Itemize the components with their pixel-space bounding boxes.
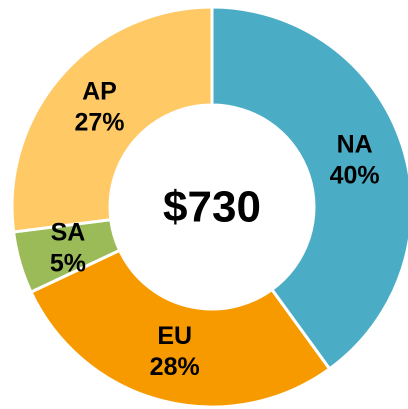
slice-name: EU (157, 322, 192, 350)
slice-name: SA (51, 218, 86, 246)
slice-value-label: 28% (150, 353, 200, 381)
slice-name: NA (337, 130, 373, 158)
slice-value-label: 27% (74, 108, 124, 136)
slice (29, 248, 332, 409)
slice (210, 5, 408, 371)
center-label: $730 (163, 183, 261, 232)
slice (11, 218, 122, 295)
slice-value-label: 5% (50, 249, 86, 277)
slice (10, 5, 214, 234)
slice-name: AP (82, 77, 117, 105)
slice-value-label: 40% (330, 161, 380, 189)
